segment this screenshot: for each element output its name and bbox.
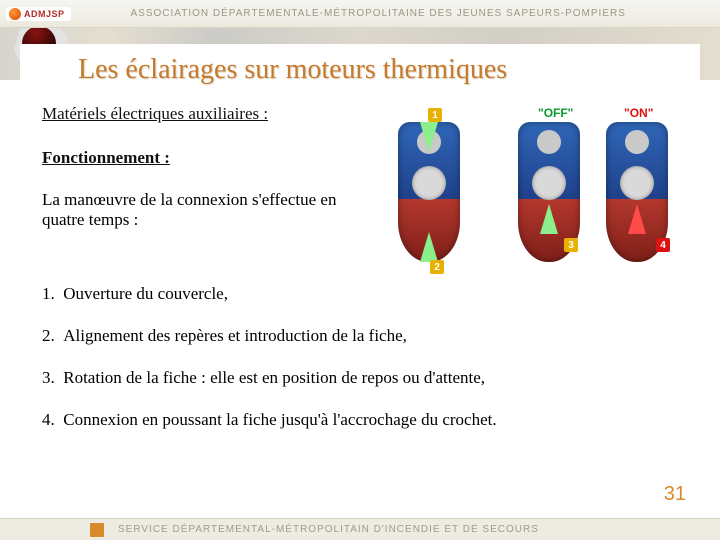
arrow-up-red-icon [628,204,646,234]
header-bar: ADMJSP ASSOCIATION DÉPARTEMENTALE-MÉTROP… [0,0,720,28]
admjsp-dot-icon [9,8,21,20]
step-item: 3. Rotation de la fiche : elle est en po… [42,368,678,388]
marker-3: 3 [564,238,578,252]
footer-accent-icon [90,523,104,537]
marker-2: 2 [430,260,444,274]
arrow-down-icon [420,122,438,152]
step-number: 3. [42,368,55,387]
step-item: 2. Alignement des repères et introductio… [42,326,678,346]
step-item: 1. Ouverture du couvercle, [42,284,678,304]
footer-text: SERVICE DÉPARTEMENTAL-MÉTROPOLITAIN D'IN… [118,524,539,535]
marker-1: 1 [428,108,442,122]
marker-4: 4 [656,238,670,252]
slide-title: Les éclairages sur moteurs thermiques [78,54,680,86]
content-row: Matériels électriques auxiliaires : Fonc… [20,104,700,284]
step-number: 2. [42,326,55,345]
step-number: 4. [42,410,55,429]
connector-figure: "OFF" "ON" 1 2 3 4 [388,104,678,284]
step-number: 1. [42,284,55,303]
subheading-functioning: Fonctionnement : [42,148,378,168]
admjsp-text: ADMJSP [24,9,65,19]
step-item: 4. Connexion en poussant la fiche jusqu'… [42,410,678,430]
arrow-up-green-icon [540,204,558,234]
footer-bar: SERVICE DÉPARTEMENTAL-MÉTROPOLITAIN D'IN… [0,518,720,540]
header-association-text: ASSOCIATION DÉPARTEMENTALE-MÉTROPOLITAIN… [131,8,626,19]
step-text: Rotation de la fiche : elle est en posit… [63,368,485,387]
steps-list: 1. Ouverture du couvercle, 2. Alignement… [20,284,700,430]
step-text: Alignement des repères et introduction d… [63,326,407,345]
step-text: Connexion en poussant la fiche jusqu'à l… [63,410,496,429]
page-number: 31 [664,483,686,506]
slide-body: Les éclairages sur moteurs thermiques Ma… [20,44,700,512]
step-text: Ouverture du couvercle, [63,284,228,303]
intro-paragraph: La manœuvre de la connexion s'effectue e… [42,190,378,230]
off-label: "OFF" [538,106,573,120]
arrow-up-icon [420,232,438,262]
admjsp-logo-chip: ADMJSP [6,7,71,21]
text-column: Matériels électriques auxiliaires : Fonc… [42,104,378,284]
on-label: "ON" [624,106,653,120]
subheading-materials: Matériels électriques auxiliaires : [42,104,378,124]
